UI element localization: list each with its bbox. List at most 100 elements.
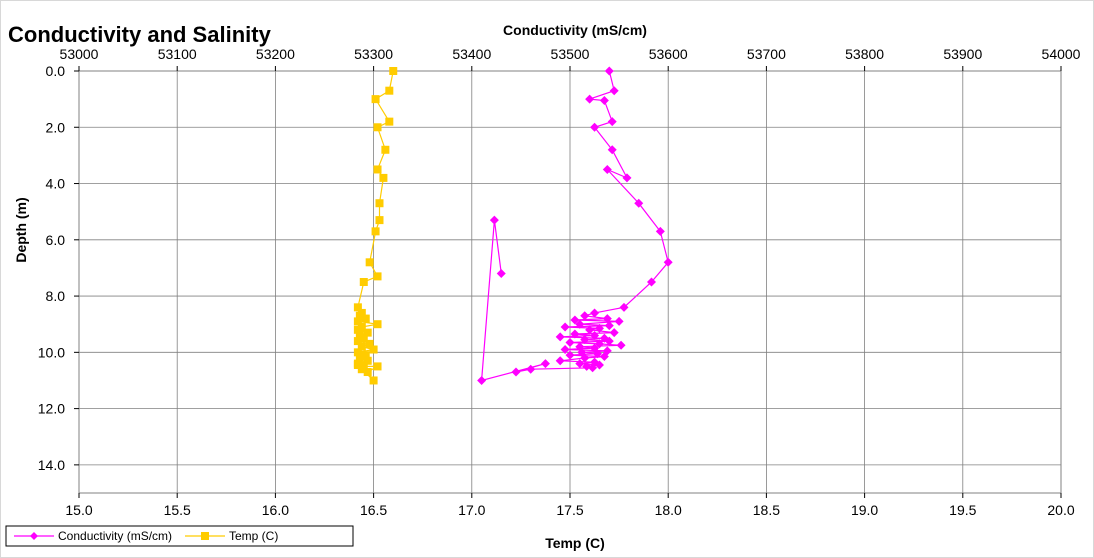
conductivity-data-point [602, 314, 612, 324]
conductivity-data-point [555, 356, 565, 366]
conductivity-data-point [590, 308, 600, 318]
temp-series-line [355, 70, 394, 381]
temp-data-point [379, 173, 388, 182]
x-bottom-tick-label: 17.0 [458, 502, 485, 518]
y-axis: 0.0 2.0 4.0 6.0 8.0 10.0 12.0 14.0 [38, 63, 79, 473]
temp-data-point [371, 95, 380, 104]
temp-data-point [359, 334, 368, 343]
x-top-tick-label: 53100 [158, 46, 197, 62]
temp-data-point [389, 67, 398, 75]
conductivity-data-point [580, 335, 590, 345]
x-top-tick-label: 53300 [354, 46, 393, 62]
temp-data-point [373, 362, 382, 371]
conductivity-data-point [663, 257, 673, 267]
conductivity-data-point [604, 336, 614, 346]
conductivity-data-point [496, 269, 506, 279]
x-bottom-tick-label: 17.5 [556, 502, 583, 518]
x-top-axis-title: Conductivity (mS/cm) [503, 22, 647, 38]
y-tick-label: 8.0 [46, 288, 66, 304]
x-top-tick-label: 54000 [1042, 46, 1081, 62]
temp-data-point [365, 339, 374, 348]
y-tick-label: 4.0 [46, 176, 66, 192]
x-bottom-tick-label: 20.0 [1047, 502, 1074, 518]
y-tick-label: 12.0 [38, 401, 65, 417]
conductivity-data-point [634, 198, 644, 208]
conductivity-data-point [655, 226, 665, 236]
conductivity-data-point [609, 328, 619, 338]
conductivity-data-point [590, 330, 600, 340]
conductivity-data-point [609, 86, 619, 96]
conductivity-data-point [540, 359, 550, 369]
conductivity-data-point [575, 359, 585, 369]
conductivity-data-point [599, 352, 609, 362]
conductivity-data-point [614, 316, 624, 326]
conductivity-data-point [594, 360, 604, 370]
temp-data-point [369, 345, 378, 354]
legend-marker-temp [201, 532, 209, 540]
conductivity-data-point [604, 66, 614, 76]
conductivity-data-point [594, 339, 604, 349]
conductivity-data-point [647, 277, 657, 287]
series-layer [353, 66, 673, 385]
conductivity-data-point [560, 345, 570, 355]
conductivity-data-point [602, 164, 612, 174]
y-tick-label: 10.0 [38, 344, 65, 360]
temp-data-point [353, 325, 362, 334]
legend: Conductivity (mS/cm) Temp (C) [5, 525, 354, 547]
conductivity-data-point [575, 319, 585, 329]
conductivity-data-point [580, 353, 590, 363]
legend-label-temp: Temp (C) [229, 529, 278, 543]
x-top-axis: 53000 53100 53200 53300 53400 53500 53600 53700… [60, 46, 1081, 71]
y-tick-label: 6.0 [46, 232, 66, 248]
conductivity-data-point [599, 96, 609, 106]
temp-data-point [361, 351, 370, 360]
chart-title: Conductivity and Salinity [8, 22, 272, 47]
temp-data-point [355, 353, 364, 362]
temp-data-point [363, 368, 372, 377]
x-bottom-tick-label: 19.5 [949, 502, 976, 518]
conductivity-data-point [570, 329, 580, 339]
temp-data-point [373, 123, 382, 132]
conductivity-data-point [619, 302, 629, 312]
x-top-tick-label: 53200 [256, 46, 295, 62]
temp-data-point [385, 86, 394, 95]
conductivity-data-point [604, 321, 614, 331]
temp-data-point [373, 320, 382, 329]
x-bottom-tick-label: 16.5 [360, 502, 387, 518]
x-bottom-axis-title: Temp (C) [545, 535, 605, 551]
x-bottom-tick-label: 15.5 [164, 502, 191, 518]
x-bottom-tick-label: 19.0 [851, 502, 878, 518]
temp-data-point [355, 311, 364, 320]
x-top-tick-label: 53900 [943, 46, 982, 62]
conductivity-data-point [565, 337, 575, 347]
conductivity-data-point [592, 349, 602, 359]
conductivity-data-point [594, 323, 604, 333]
x-top-tick-label: 53500 [551, 46, 590, 62]
y-tick-label: 2.0 [46, 119, 66, 135]
temp-data-point [375, 216, 384, 225]
y-tick-label: 14.0 [38, 457, 65, 473]
x-bottom-tick-label: 16.0 [262, 502, 289, 518]
temp-data-point [353, 337, 362, 346]
temp-data-point [371, 227, 380, 236]
temp-data-point [357, 342, 366, 351]
temp-data-point [385, 117, 394, 126]
conductivity-data-point [526, 364, 536, 374]
temp-data-point [353, 360, 362, 369]
conductivity-data-point [580, 311, 590, 321]
temp-data-point [381, 145, 390, 154]
temp-data-point [363, 328, 372, 337]
conductivity-data-point [477, 375, 487, 385]
conductivity-data-point [590, 122, 600, 132]
temp-data-point [373, 272, 382, 281]
conductivity-data-point [489, 215, 499, 225]
conductivity-data-point [555, 332, 565, 342]
conductivity-data-point [607, 117, 617, 127]
temp-data-point [359, 278, 368, 286]
temp-data-point [353, 348, 362, 357]
temp-data-point [361, 314, 370, 323]
conductivity-data-point [585, 325, 595, 335]
x-top-tick-label: 53600 [649, 46, 688, 62]
